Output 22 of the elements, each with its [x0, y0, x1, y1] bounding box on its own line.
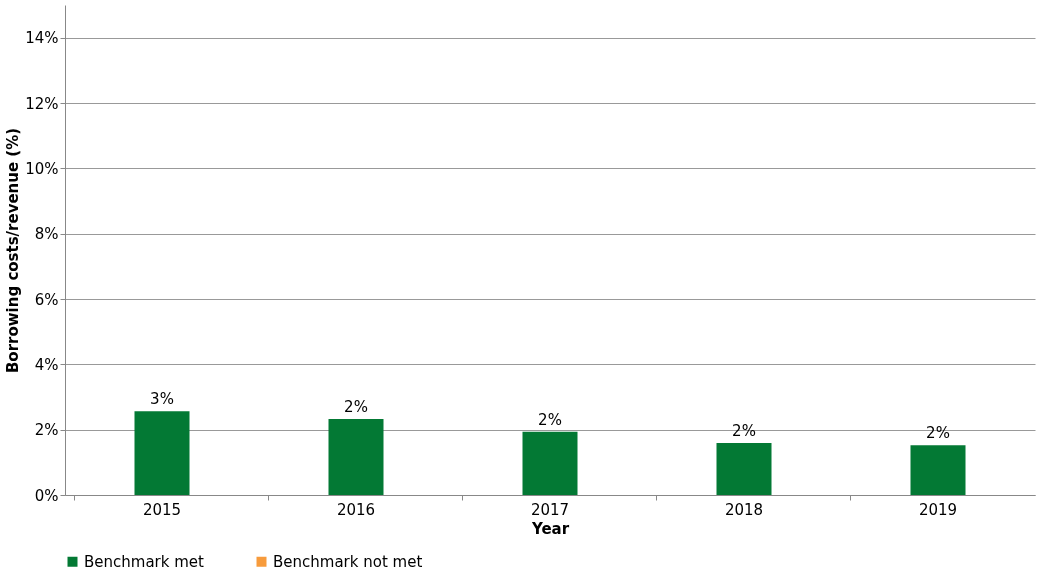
data-label: 3%	[150, 390, 174, 409]
x-tick-label: 2016	[336, 500, 376, 519]
y-tick-label: 6%	[34, 290, 59, 309]
y-tick-label: 12%	[25, 94, 59, 113]
y-tick-label: 2%	[34, 421, 59, 440]
legend-label: Benchmark not met	[273, 552, 423, 571]
x-axis-title: Year	[530, 519, 570, 538]
data-label: 2%	[926, 424, 950, 443]
y-tick-label: 4%	[34, 355, 59, 374]
x-tick-label: 2015	[142, 500, 182, 519]
x-tick-label: 2018	[724, 500, 764, 519]
y-tick-label: 10%	[25, 159, 59, 178]
y-tick-label: 14%	[25, 29, 59, 48]
legend-label: Benchmark met	[84, 552, 205, 571]
data-label: 2%	[732, 422, 756, 441]
y-axis-title: Borrowing costs/revenue (%)	[4, 127, 23, 374]
data-label: 2%	[344, 397, 368, 416]
y-tick-label: 8%	[34, 225, 59, 244]
x-tick-label: 2017	[530, 500, 570, 519]
y-tick-label: 0%	[34, 486, 59, 505]
data-label: 2%	[538, 410, 562, 429]
x-tick-label: 2019	[918, 500, 958, 519]
